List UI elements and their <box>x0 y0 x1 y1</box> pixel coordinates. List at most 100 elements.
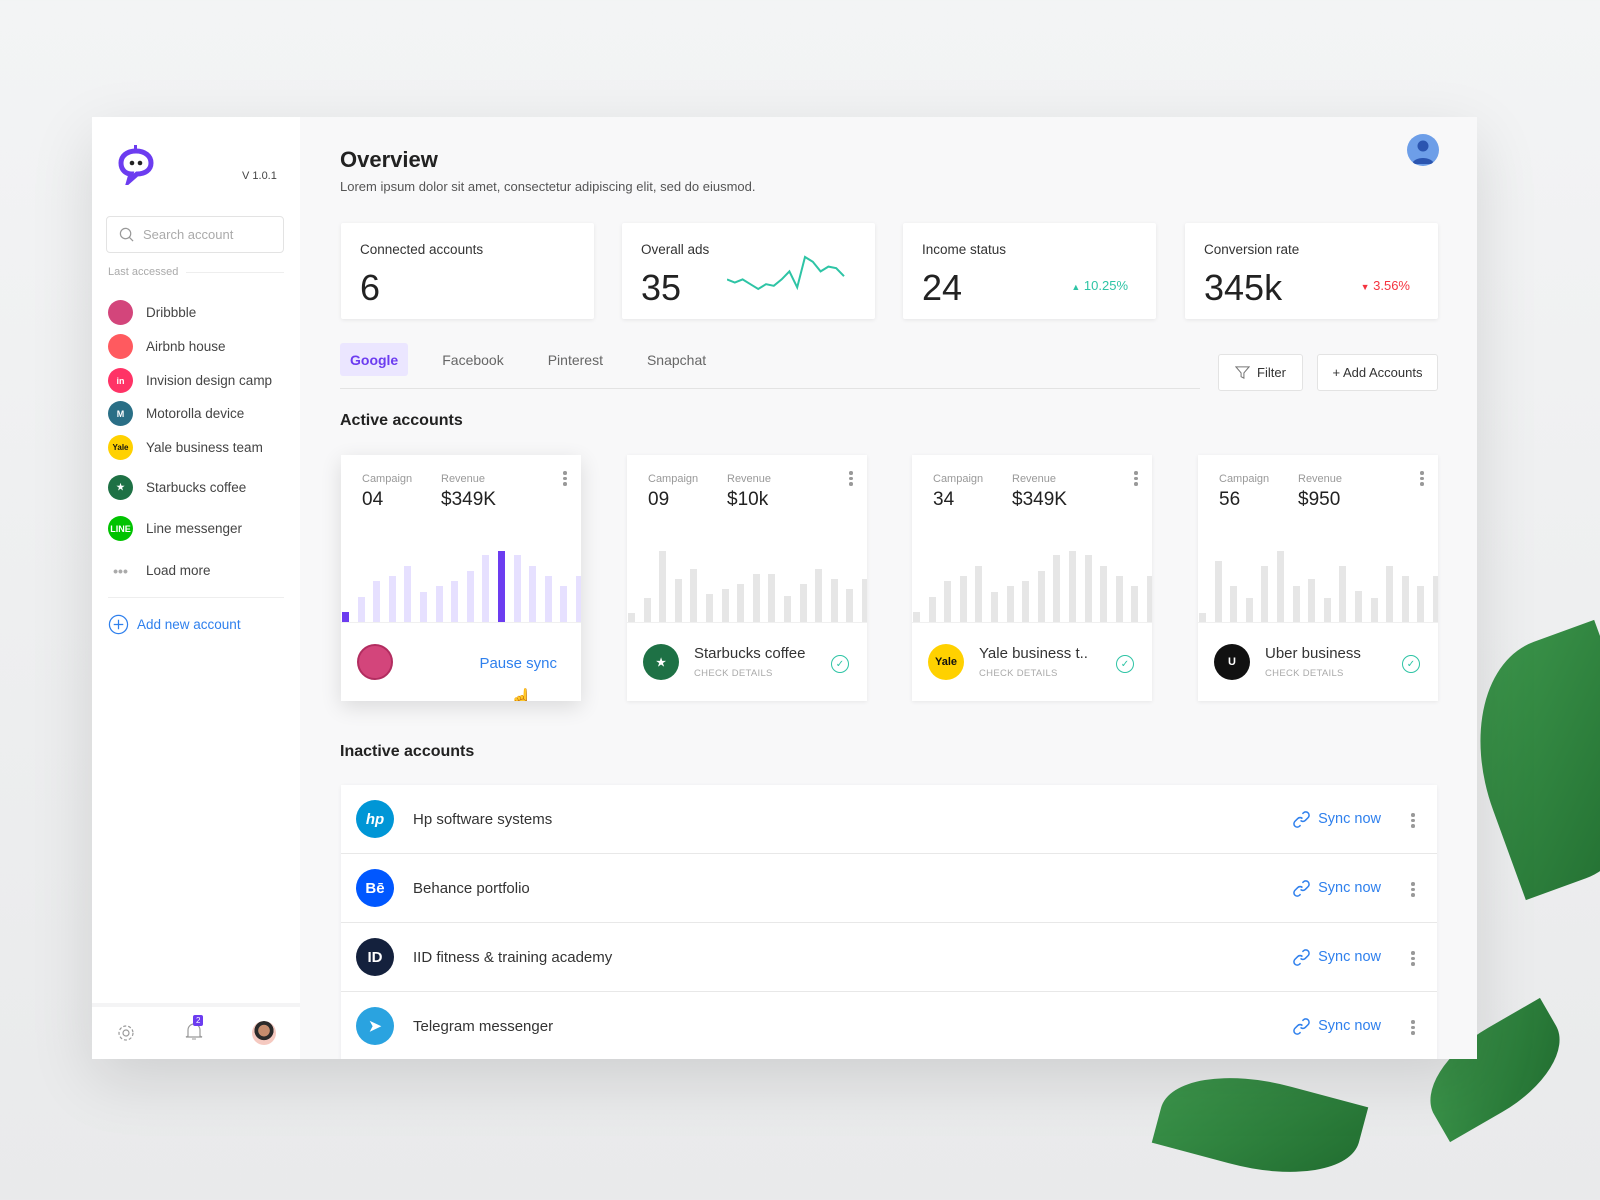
chart-bar <box>628 612 635 622</box>
more-options-icon[interactable] <box>1411 1020 1415 1035</box>
divider <box>108 597 284 598</box>
line-icon: LINE <box>108 516 133 541</box>
chart-bar <box>737 584 745 622</box>
inactive-account-row[interactable]: ➤ Telegram messenger Sync now <box>341 992 1437 1059</box>
check-details-link[interactable]: CHECK DETAILS <box>694 668 773 679</box>
check-circle-icon: ✓ <box>1116 655 1134 673</box>
chart-bar <box>1292 586 1300 622</box>
more-dots-icon: ••• <box>113 562 128 579</box>
add-accounts-button[interactable]: + Add Accounts <box>1317 354 1438 391</box>
stat-label: Income status <box>922 242 1007 257</box>
active-account-card[interactable]: Campaign Revenue 34 $349K Yale Yale busin… <box>912 455 1152 701</box>
revenue-label: Revenue <box>1298 473 1343 485</box>
overall-ads-sparkline <box>727 255 845 291</box>
motorola-icon: M <box>108 401 133 426</box>
pause-sync-button[interactable]: Pause sync <box>479 655 557 672</box>
campaign-value: 09 <box>648 489 670 510</box>
chart-bar <box>357 597 365 622</box>
card-footer: U Uber business CHECK DETAILS ✓ <box>1198 622 1438 701</box>
chart-bar <box>1230 586 1238 622</box>
notifications-button[interactable]: 2 <box>185 1014 204 1046</box>
more-options-icon[interactable] <box>1411 813 1415 828</box>
sidebar-item-label: Starbucks coffee <box>146 480 247 495</box>
chart-bar <box>1339 565 1347 622</box>
account-name: IID fitness & training academy <box>413 948 613 966</box>
version-label: V 1.0.1 <box>242 170 277 182</box>
chart-bar <box>466 570 474 622</box>
check-details-link[interactable]: CHECK DETAILS <box>1265 668 1344 679</box>
chart-bar <box>862 579 867 622</box>
chart-bar <box>1006 586 1014 622</box>
sidebar-item-airbnb[interactable]: Airbnb house <box>108 334 226 359</box>
last-accessed-label: Last accessed <box>108 266 179 278</box>
inactive-account-row[interactable]: hp Hp software systems Sync now <box>341 785 1437 854</box>
search-input[interactable]: Search account <box>106 216 284 253</box>
chart-bar <box>991 592 998 622</box>
filter-button[interactable]: Filter <box>1218 354 1303 391</box>
more-options-icon[interactable] <box>1134 471 1138 486</box>
sync-now-button[interactable]: Sync now <box>1293 1017 1381 1035</box>
sidebar-item-dribbble[interactable]: Dribbble <box>108 300 196 325</box>
stat-label: Overall ads <box>641 242 710 257</box>
sidebar-item-starbucks[interactable]: ★ Starbucks coffee <box>108 475 246 500</box>
sync-now-button[interactable]: Sync now <box>1293 810 1381 828</box>
sidebar-item-yale[interactable]: Yale Yale business team <box>108 435 263 460</box>
revenue-label: Revenue <box>727 473 772 485</box>
chart-bar <box>690 569 698 622</box>
active-account-card[interactable]: Campaign Revenue 04 $349K Pause sync ☝ <box>341 455 581 701</box>
account-logo-icon: U <box>1214 644 1250 680</box>
load-more-button[interactable]: ••• Load more <box>108 558 210 583</box>
tab-snapchat[interactable]: Snapchat <box>646 351 707 368</box>
chart-bar <box>659 550 667 622</box>
sidebar-item-motorolla[interactable]: M Motorolla device <box>108 401 244 426</box>
revenue-bar-chart <box>627 535 867 622</box>
invision-icon: in <box>108 368 133 393</box>
gear-icon[interactable] <box>116 1023 136 1043</box>
chart-bar <box>451 581 459 622</box>
account-name: Yale business t.. <box>979 645 1088 662</box>
sync-now-button[interactable]: Sync now <box>1293 879 1381 897</box>
airbnb-icon <box>108 334 133 359</box>
more-options-icon[interactable] <box>849 471 853 486</box>
profile-avatar[interactable] <box>1407 134 1439 166</box>
stat-value: 24 <box>922 267 963 308</box>
revenue-bar-chart <box>912 535 1152 622</box>
chart-bar <box>513 554 521 622</box>
chart-bar <box>529 565 537 622</box>
stat-card: Connected accounts 6 <box>341 223 594 319</box>
inactive-account-row[interactable]: ID IID fitness & training academy Sync now <box>341 923 1437 992</box>
tab-facebook[interactable]: Facebook <box>442 351 504 368</box>
active-account-card[interactable]: Campaign Revenue 09 $10k ★ Starbucks coff… <box>627 455 867 701</box>
tab-pinterest[interactable]: Pinterest <box>547 351 603 368</box>
inactive-account-row[interactable]: Bē Behance portfolio Sync now <box>341 854 1437 923</box>
add-new-account-button[interactable]: Add new account <box>108 614 241 635</box>
active-account-card[interactable]: Campaign Revenue 56 $950 U Uber business C… <box>1198 455 1438 701</box>
plus-circle-icon <box>108 614 129 635</box>
more-options-icon[interactable] <box>1411 951 1415 966</box>
revenue-label: Revenue <box>1012 473 1057 485</box>
user-avatar[interactable] <box>251 1021 276 1045</box>
stat-card: Overall ads 35 <box>622 223 875 319</box>
sidebar-item-line[interactable]: LINE Line messenger <box>108 516 242 541</box>
account-logo-icon: ➤ <box>356 1007 394 1045</box>
more-options-icon[interactable] <box>1420 471 1424 486</box>
user-icon <box>1412 140 1434 164</box>
sync-now-button[interactable]: Sync now <box>1293 948 1381 966</box>
sidebar-item-invision[interactable]: in Invision design camp <box>108 368 272 393</box>
yale-icon: Yale <box>108 435 133 460</box>
chart-bar <box>944 581 952 622</box>
trend-value: 10.25% <box>1083 278 1128 293</box>
chart-bar <box>404 565 412 622</box>
chart-bar <box>1245 598 1253 622</box>
chart-bar <box>975 565 983 622</box>
campaign-value: 56 <box>1219 489 1241 510</box>
chart-bar <box>1277 550 1284 622</box>
tab-google[interactable]: Google <box>340 343 409 376</box>
stat-label: Conversion rate <box>1204 242 1300 257</box>
revenue-value: $349K <box>1012 489 1067 510</box>
more-options-icon[interactable] <box>563 471 567 486</box>
chart-bar <box>846 589 854 622</box>
chart-bar <box>1131 586 1139 622</box>
check-details-link[interactable]: CHECK DETAILS <box>979 668 1058 679</box>
more-options-icon[interactable] <box>1411 882 1415 897</box>
